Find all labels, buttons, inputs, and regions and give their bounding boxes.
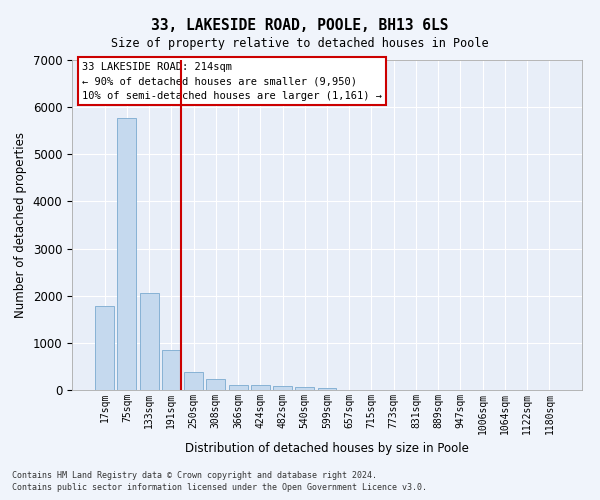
Bar: [295, 388, 314, 390]
Text: Size of property relative to detached houses in Poole: Size of property relative to detached ho…: [111, 38, 489, 51]
Y-axis label: Number of detached properties: Number of detached properties: [14, 132, 27, 318]
Bar: [162, 350, 181, 390]
Bar: [317, 388, 337, 390]
Text: 33, LAKESIDE ROAD, POOLE, BH13 6LS: 33, LAKESIDE ROAD, POOLE, BH13 6LS: [151, 18, 449, 32]
Bar: [273, 386, 292, 390]
Text: Contains public sector information licensed under the Open Government Licence v3: Contains public sector information licen…: [12, 483, 427, 492]
Text: 33 LAKESIDE ROAD: 214sqm
← 90% of detached houses are smaller (9,950)
10% of sem: 33 LAKESIDE ROAD: 214sqm ← 90% of detach…: [82, 62, 382, 101]
Text: Contains HM Land Registry data © Crown copyright and database right 2024.: Contains HM Land Registry data © Crown c…: [12, 470, 377, 480]
Bar: [251, 385, 270, 390]
Bar: [118, 118, 136, 390]
Bar: [140, 293, 158, 390]
X-axis label: Distribution of detached houses by size in Poole: Distribution of detached houses by size …: [185, 442, 469, 455]
Bar: [206, 379, 225, 390]
Bar: [229, 384, 248, 390]
Bar: [95, 306, 114, 390]
Bar: [184, 372, 203, 390]
